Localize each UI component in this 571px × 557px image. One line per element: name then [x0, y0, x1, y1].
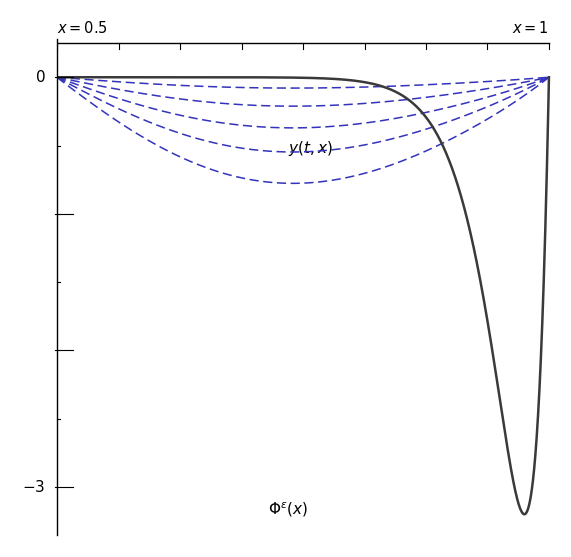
- Text: $\Phi^\varepsilon(x)$: $\Phi^\varepsilon(x)$: [268, 501, 308, 519]
- Text: $y(t,x)$: $y(t,x)$: [288, 139, 333, 158]
- Text: $x = 1$: $x = 1$: [512, 20, 549, 36]
- Text: $0$: $0$: [35, 69, 45, 85]
- Text: $x = 0.5$: $x = 0.5$: [57, 20, 108, 36]
- Text: $-3$: $-3$: [22, 479, 45, 495]
